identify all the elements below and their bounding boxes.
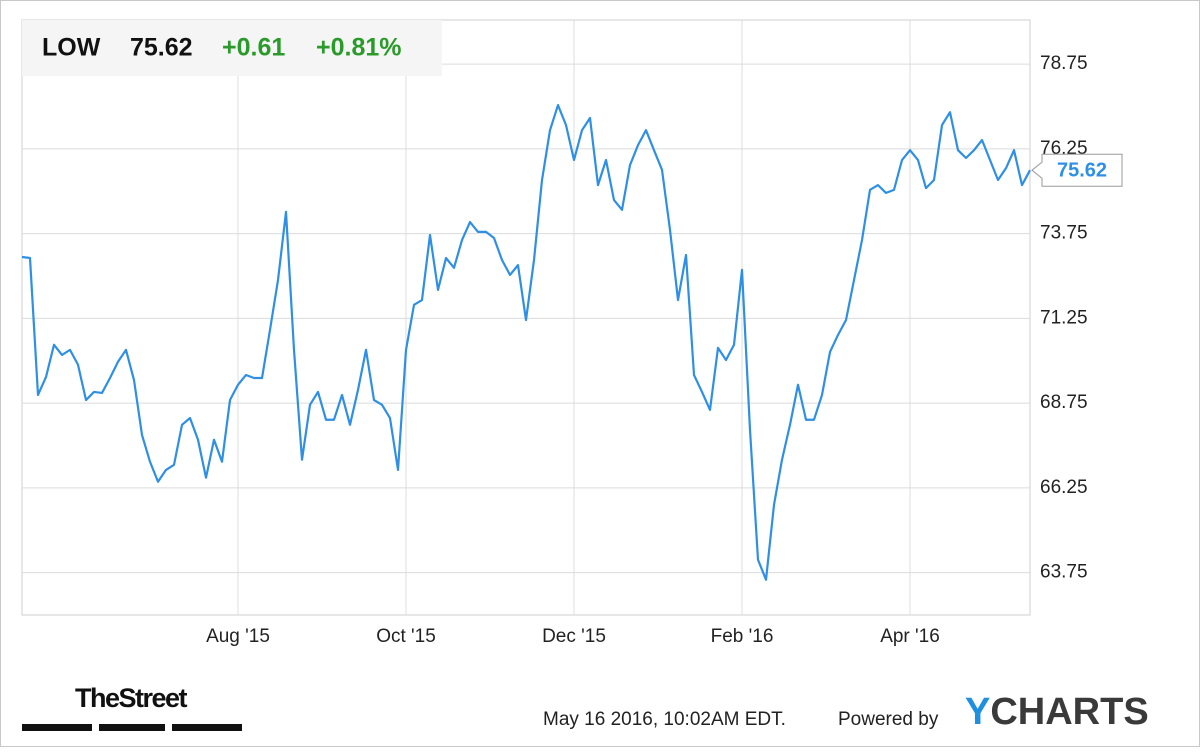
- y-tick-label: 68.75: [1040, 392, 1088, 413]
- header-box: [22, 20, 442, 76]
- timestamp: May 16 2016, 10:02AM EDT.: [543, 709, 786, 730]
- y-tick-label: 78.75: [1040, 53, 1088, 74]
- price: 75.62: [130, 34, 193, 62]
- brand-bar: [22, 724, 92, 731]
- last-value-flag: [1031, 153, 1123, 187]
- x-tick-label: Apr '16: [880, 626, 940, 647]
- powered-by: Powered by: [838, 709, 939, 730]
- brand-bar: [99, 724, 165, 731]
- x-tick-label: Aug '15: [206, 626, 270, 647]
- symbol: LOW: [42, 34, 101, 62]
- change: +0.61: [222, 34, 285, 62]
- y-tick-label: 73.75: [1040, 223, 1088, 244]
- y-tick-label: 66.25: [1040, 477, 1088, 498]
- x-tick-label: Feb '16: [711, 626, 774, 647]
- x-tick-label: Oct '15: [376, 626, 436, 647]
- price-line: [21, 104, 1031, 581]
- x-tick-label: Dec '15: [542, 626, 606, 647]
- y-tick-label: 63.75: [1040, 562, 1088, 583]
- marks: [21, 104, 1031, 581]
- brand-bar: [172, 724, 242, 731]
- change-percent: +0.81%: [316, 34, 402, 62]
- y-tick-label: 76.25: [1040, 138, 1088, 159]
- y-tick-label: 71.25: [1040, 307, 1088, 328]
- brand: TheStreet: [75, 683, 188, 713]
- provider-logo: YCHARTS: [965, 691, 1149, 733]
- last-value-label: 75.62: [1057, 159, 1107, 181]
